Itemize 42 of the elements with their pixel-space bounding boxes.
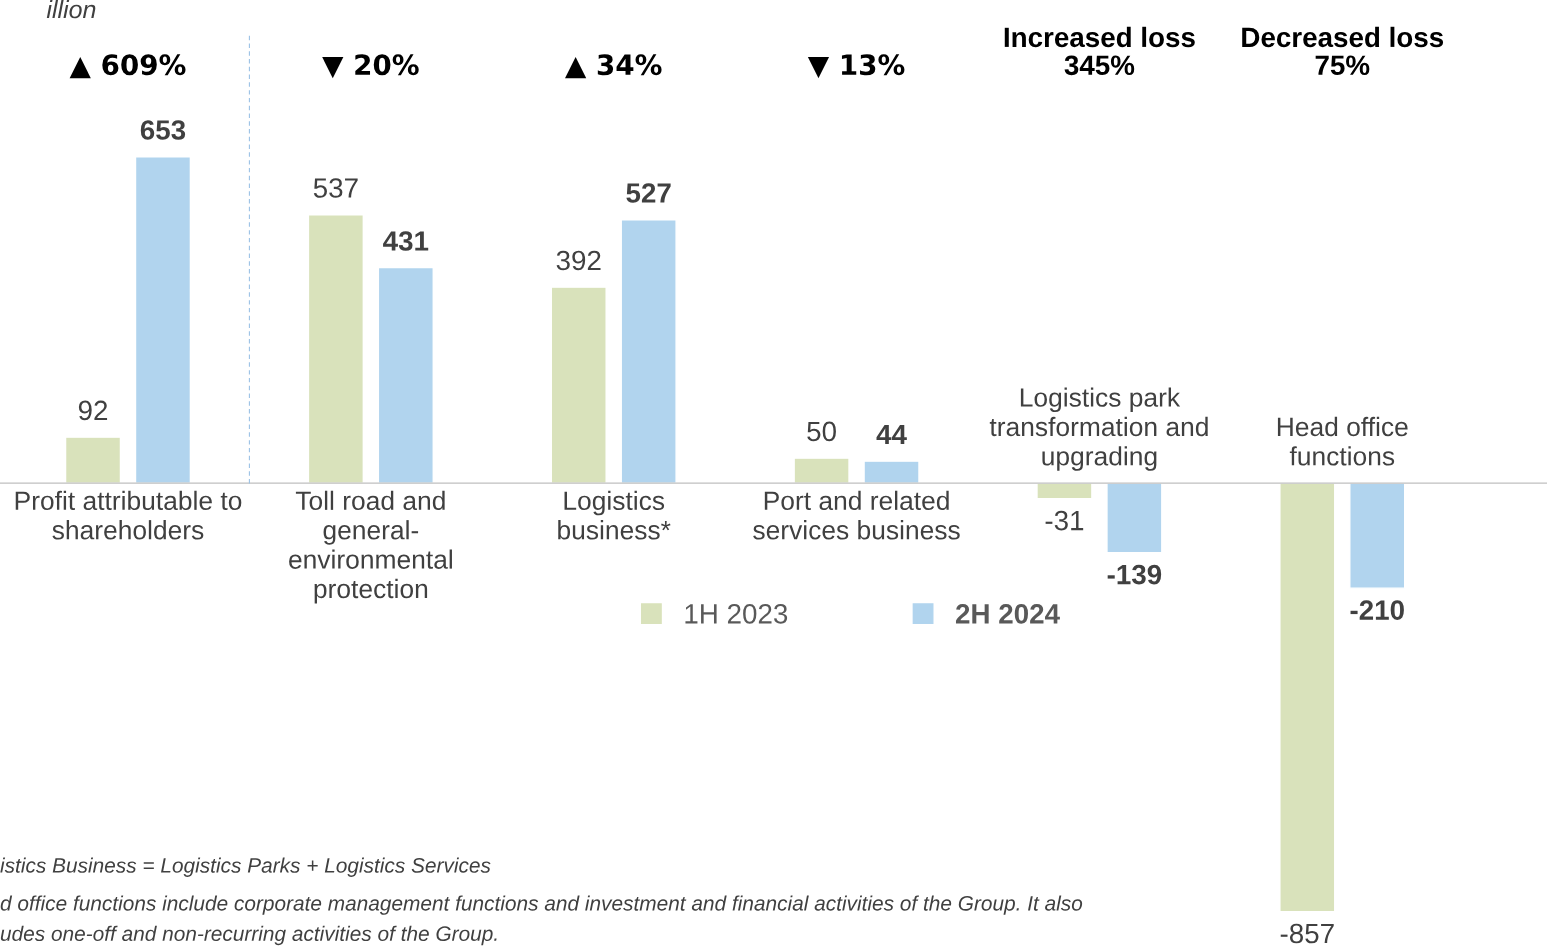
data-label: -210 <box>1350 600 1404 620</box>
bar <box>377 266 434 484</box>
x-tick-label: Head office functions <box>1277 416 1408 466</box>
legend-label: 1H 2023 <box>685 603 788 624</box>
annotation: d office functions include corporate management functions and investment and financial activities of the Group. It also <box>0 895 1083 915</box>
text: ▲ 34% <box>565 54 662 79</box>
text: ▼ 20% <box>322 54 419 79</box>
data-label: 653 <box>140 120 186 140</box>
data-label: 50 <box>807 421 836 442</box>
x-tick-label: Toll road and general- environmental protection <box>289 490 452 604</box>
bar <box>1036 482 1093 500</box>
data-label: 527 <box>626 183 671 203</box>
bar <box>1279 482 1336 913</box>
text: udes one-off and non-recurring activities of the Group. <box>0 925 497 946</box>
bar <box>64 436 122 484</box>
x-tick-label: Logistics business* <box>558 490 671 540</box>
chart-title: illion <box>46 0 96 19</box>
x-tick-label: Profit attributable to shareholders <box>15 490 242 540</box>
data-label: 431 <box>383 231 429 251</box>
bar <box>620 218 677 484</box>
data-label: 44 <box>876 424 907 445</box>
bar <box>307 213 365 484</box>
text: Decreased loss 75% <box>1242 26 1444 76</box>
text: ▲ 609% <box>69 54 186 79</box>
bar <box>1106 482 1163 554</box>
data-label: -31 <box>1045 510 1084 531</box>
data-label: -139 <box>1107 564 1162 585</box>
text: ▼ 13% <box>807 54 905 79</box>
data-label: 392 <box>556 250 601 271</box>
bar <box>134 156 192 484</box>
x-tick-label: Logistics park transformation and upgrading <box>989 387 1208 471</box>
data-label: -857 <box>1280 923 1334 944</box>
bar <box>863 460 920 484</box>
bar <box>550 286 607 484</box>
data-label: 92 <box>78 400 108 421</box>
x-tick-label: Port and related services business <box>753 490 960 540</box>
annotation: istics Business = Logistics Parks + Logistics Services <box>0 857 491 877</box>
text: Increased loss 345% <box>1004 26 1195 76</box>
data-label: 537 <box>313 178 358 198</box>
bar <box>1349 482 1406 589</box>
bar <box>793 457 850 484</box>
legend-label: 2H 2024 <box>955 603 1060 624</box>
